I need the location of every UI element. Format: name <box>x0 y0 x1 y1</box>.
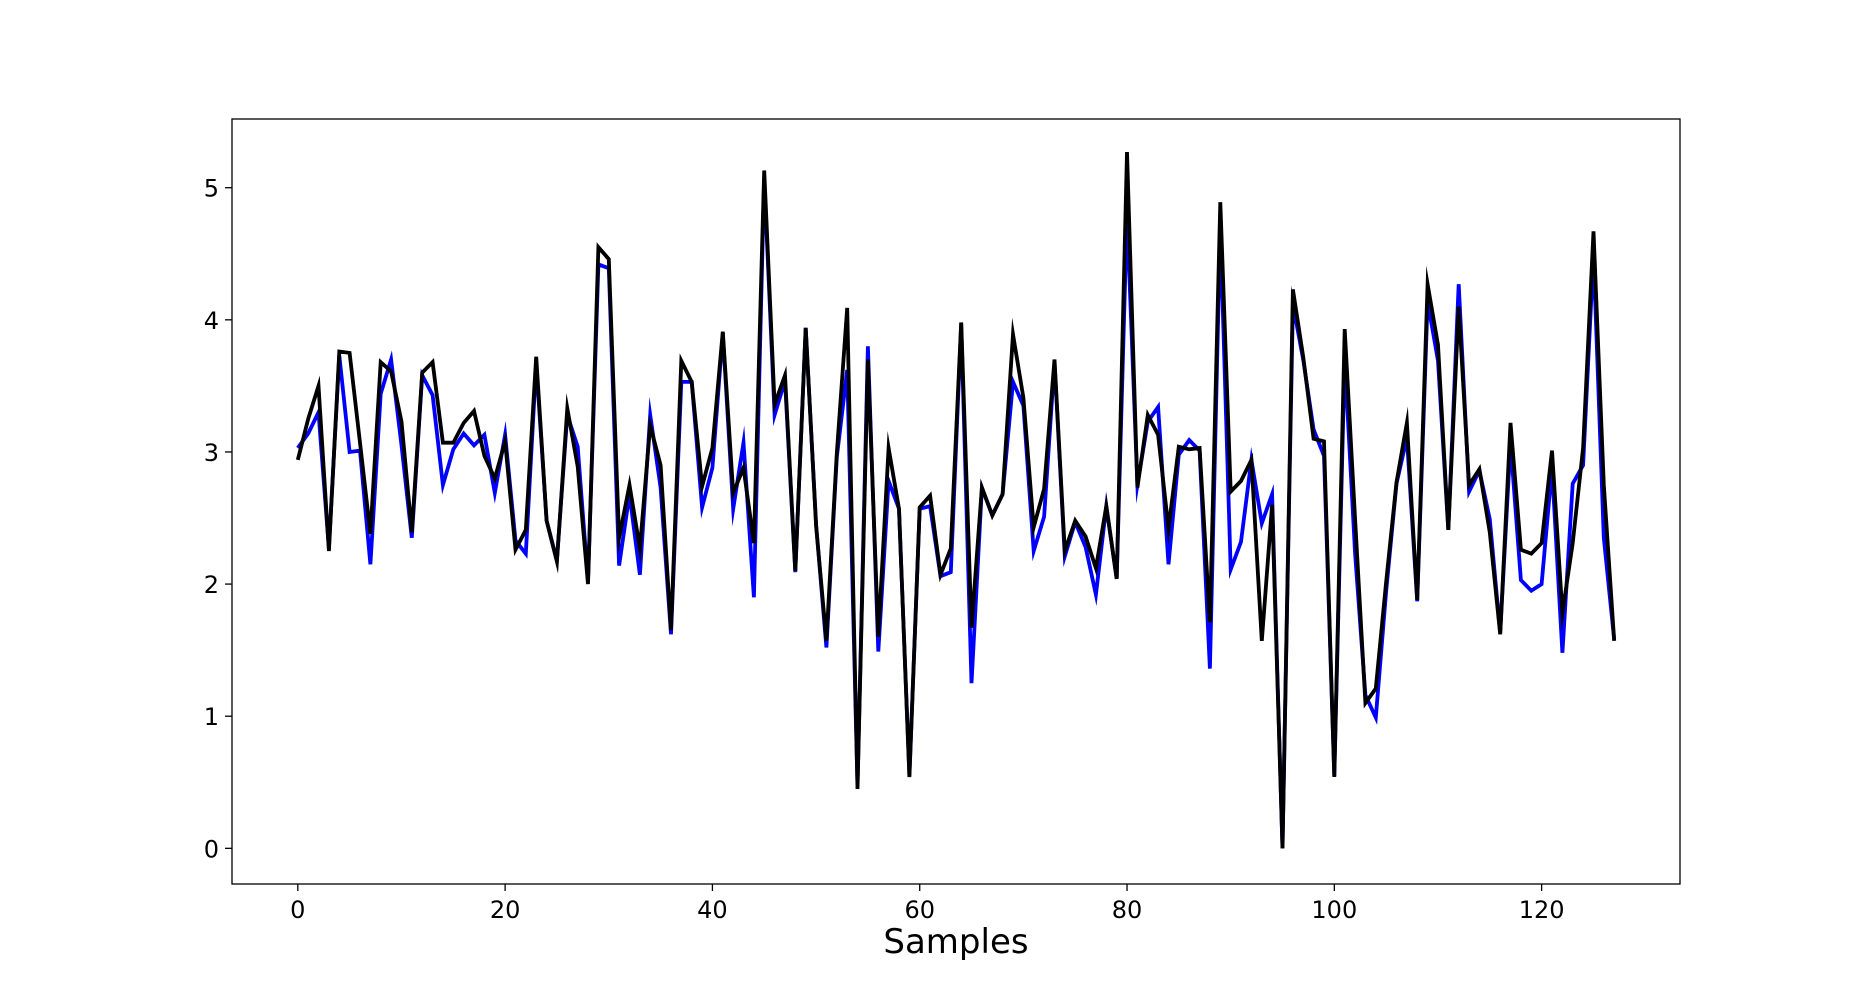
x-tick-label: 80 <box>1112 896 1143 924</box>
x-tick-label: 100 <box>1311 896 1357 924</box>
x-tick-label: 60 <box>904 896 935 924</box>
series-line-1 <box>296 177 1617 849</box>
y-tick-label: 1 <box>204 703 219 731</box>
y-tick-label: 4 <box>204 307 219 335</box>
x-tick-label: 0 <box>290 896 305 924</box>
plot-area-frame <box>231 118 1681 885</box>
x-axis-label: Samples <box>883 922 1028 962</box>
x-tick-label: 120 <box>1519 896 1565 924</box>
x-tick-label: 20 <box>490 896 521 924</box>
series-layer <box>295 151 1617 849</box>
y-tick-label: 3 <box>204 439 219 467</box>
y-tick-label: 5 <box>204 175 219 203</box>
series-line-2 <box>295 151 1617 849</box>
y-axis-ticks: 0 1 2 3 4 5 <box>204 175 232 863</box>
x-axis-ticks: 0 20 40 60 80 100 120 <box>290 884 1565 924</box>
y-tick-label: 2 <box>204 571 219 599</box>
x-tick-label: 40 <box>697 896 728 924</box>
y-tick-label: 0 <box>204 835 219 863</box>
